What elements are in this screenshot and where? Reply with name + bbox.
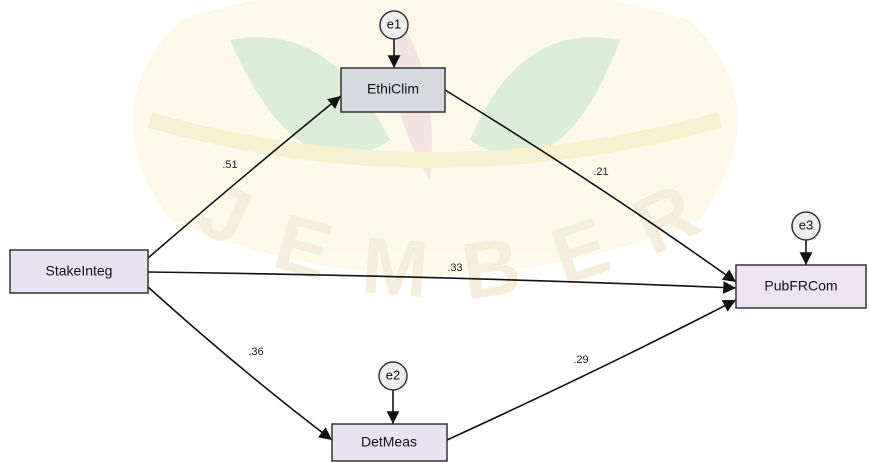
path-label: .21 [593,166,608,178]
node-label: DetMeas [361,434,417,450]
page: JEMBER .51 .21 .33 .36 .29 StakeInteg Et… [0,0,869,462]
diagram: JEMBER .51 .21 .33 .36 .29 StakeInteg Et… [0,0,869,462]
path-label: .51 [222,159,237,171]
path-arrow [148,287,332,440]
path-label: .36 [248,346,263,358]
error-label: e2 [386,367,400,382]
path-label: .29 [573,354,588,366]
error-label: e3 [799,217,813,232]
error-label: e1 [387,16,401,31]
path-label: .33 [447,262,462,274]
path-arrow [447,300,736,440]
node-label: EthiClim [367,81,419,97]
node-label: StakeInteg [46,263,113,279]
node-label: PubFRCom [764,278,837,294]
